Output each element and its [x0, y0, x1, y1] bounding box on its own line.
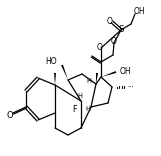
Text: ···: ··· — [127, 84, 134, 90]
Text: H: H — [87, 78, 91, 84]
Polygon shape — [96, 73, 98, 84]
Text: HO: HO — [45, 58, 57, 66]
Text: O: O — [7, 112, 13, 120]
Text: O: O — [111, 37, 117, 46]
Text: O: O — [107, 17, 113, 25]
Text: F: F — [73, 105, 77, 114]
Polygon shape — [61, 65, 68, 80]
Text: O: O — [97, 42, 103, 51]
Text: H: H — [85, 106, 90, 112]
Text: OH: OH — [120, 66, 132, 76]
Polygon shape — [54, 73, 56, 85]
Text: S: S — [118, 24, 124, 34]
Text: OH: OH — [134, 7, 146, 15]
Polygon shape — [101, 71, 116, 77]
Text: H: H — [78, 93, 82, 99]
